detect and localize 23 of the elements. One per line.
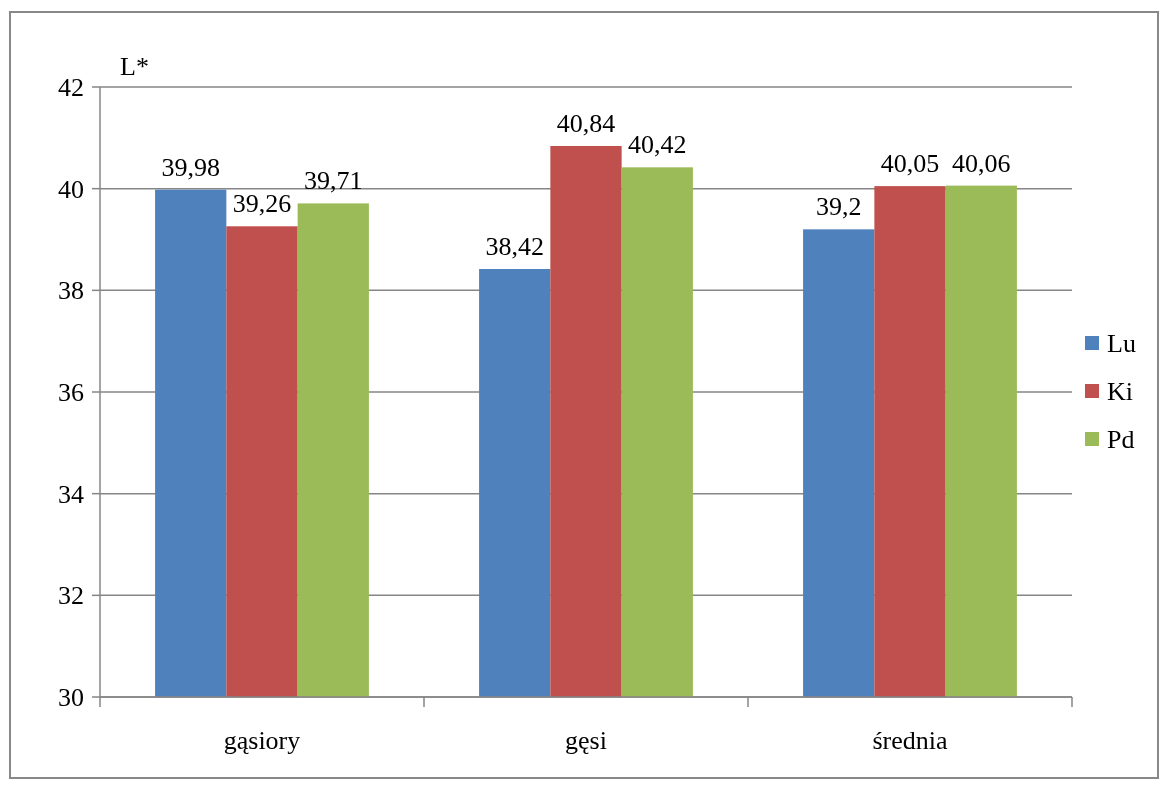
y-tick-label: 34 [58,479,84,509]
x-tick-label: średnia [872,726,948,755]
data-label: 39,71 [304,166,363,196]
data-label: 40,06 [952,148,1011,178]
y-axis-title: L* [120,52,149,81]
data-label: 38,42 [485,231,544,261]
y-tick-label: 32 [58,581,84,611]
y-tick-label: 36 [58,378,84,408]
y-tick-label: 30 [58,683,84,713]
data-label: 40,42 [628,130,687,160]
y-tick-label: 42 [58,73,84,103]
y-tick-label: 40 [58,174,84,204]
legend-label: Ki [1107,377,1133,407]
data-label: 39,26 [232,189,292,219]
legend-label: Pd [1107,425,1135,455]
data-label: 39,98 [161,152,220,182]
x-tick-label: gęsi [565,726,607,755]
legend-label: Lu [1107,329,1136,359]
data-label: 40,84 [556,108,616,138]
x-tick-label: gąsiory [223,726,301,755]
data-label: 40,05 [880,149,940,179]
y-tick-label: 38 [58,276,84,306]
data-label: 39,2 [815,192,862,222]
